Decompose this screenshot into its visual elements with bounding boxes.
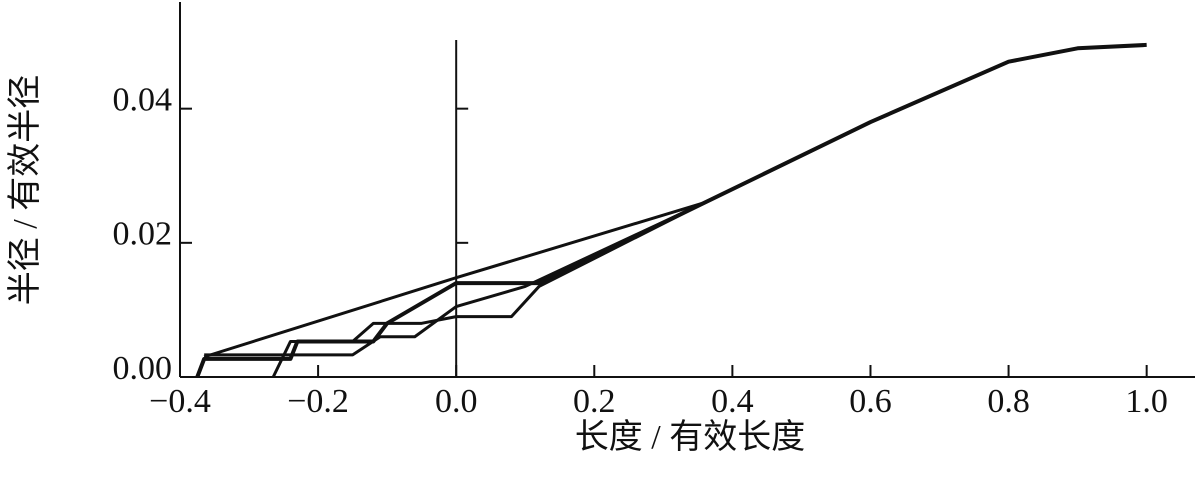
- x-tick-label: 0.6: [849, 383, 892, 420]
- line-series: [204, 201, 706, 357]
- line-series: [195, 42, 1147, 378]
- x-tick-label: 0.8: [987, 383, 1030, 420]
- x-tick-label: 0.2: [573, 383, 616, 420]
- y-tick-label: 0.00: [113, 350, 173, 387]
- y-tick-label: 0.04: [113, 81, 173, 118]
- x-tick-label: 1.0: [1125, 383, 1168, 420]
- line-series: [203, 201, 706, 359]
- x-axis-label: 长度 / 有效长度: [575, 418, 805, 456]
- x-tick-label: 0.4: [711, 383, 754, 420]
- x-tick-label: −0.2: [287, 383, 349, 420]
- line-series: [271, 201, 706, 378]
- x-tick-label: 0.0: [435, 383, 478, 420]
- y-tick-label: 0.02: [113, 216, 173, 253]
- x-tick-label: −0.4: [149, 383, 211, 420]
- y-axis-label: 半径 / 有效半径: [6, 75, 44, 305]
